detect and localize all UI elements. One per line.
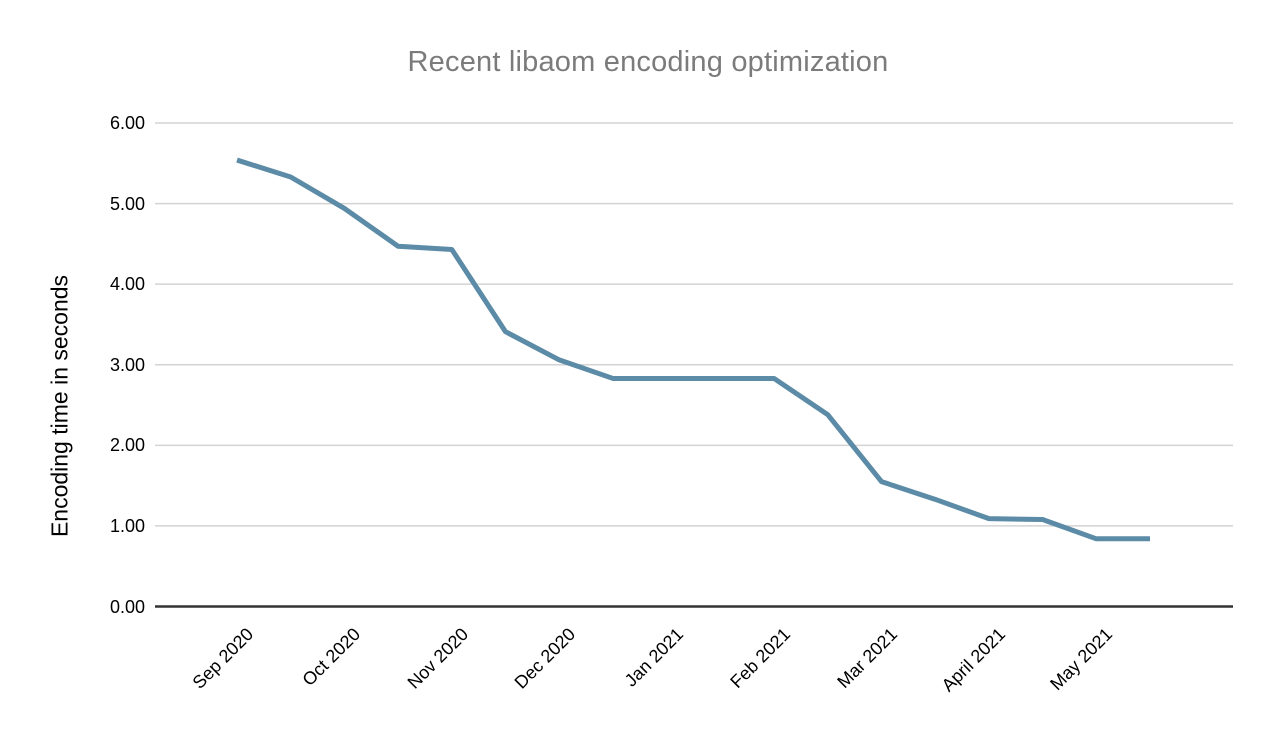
y-tick-label: 4.00 <box>109 274 145 295</box>
y-tick-label: 1.00 <box>109 515 145 536</box>
series-line <box>236 157 1150 542</box>
y-tick-label: 5.00 <box>109 193 145 214</box>
y-tick-label: 3.00 <box>109 354 145 375</box>
chart-title: Recent libaom encoding optimization <box>407 46 889 78</box>
y-tick-label: 2.00 <box>109 435 145 456</box>
y-tick-label: 6.00 <box>109 113 145 133</box>
y-tick-label: 0.00 <box>109 596 145 617</box>
